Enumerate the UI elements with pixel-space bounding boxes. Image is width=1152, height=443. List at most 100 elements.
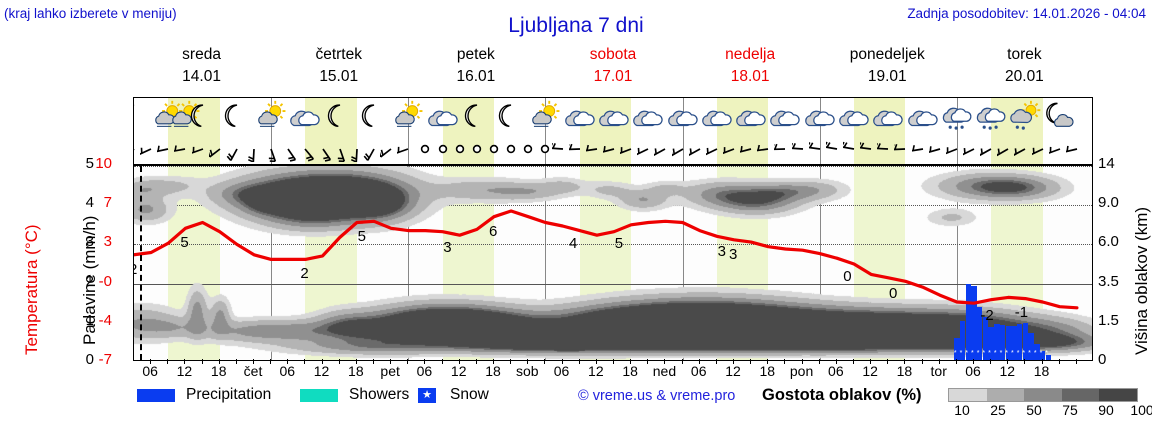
cloud-snow-icon [974, 100, 1008, 134]
hour-tick-label: 06 [690, 363, 707, 379]
colorbar-segment [949, 389, 987, 401]
hour-tick-label: 06 [416, 363, 433, 379]
day-date: 18.01 [730, 68, 770, 86]
precipitation-tick-label: 0 [85, 351, 94, 368]
snow-marker: * [1039, 350, 1043, 357]
snow-marker: * [1011, 350, 1014, 357]
menu-note: (kraj lahko izberete v meniju) [4, 6, 177, 21]
precipitation-bar [971, 285, 977, 360]
day-column-ponedeljek: ponedeljek 19.01 [819, 44, 956, 94]
precipitation-tick-label: 3 [85, 233, 94, 251]
axis-tickmark [715, 359, 717, 364]
day-header-strip: sreda 14.01 četrtek 15.01 petek 16.01 sobota 17… [133, 44, 1093, 94]
temperature-value-label: 3 [717, 243, 726, 261]
axis-tickmark [561, 359, 563, 364]
axis-tickmark [613, 359, 614, 364]
wind-barb-icon [208, 148, 221, 158]
temperature-value-label: -2 [980, 306, 994, 324]
precipitation-bar [965, 283, 971, 360]
wind-barb-icon [551, 142, 563, 150]
colorbar-tick-label: 50 [1026, 402, 1042, 418]
hour-tick-label: 18 [210, 363, 227, 379]
hour-tick-label: 06 [553, 363, 570, 379]
wind-barb-icon [825, 141, 837, 150]
snow-marker: * [1033, 350, 1037, 357]
precipitation-bar [1034, 343, 1040, 360]
hour-tick-label: tor [930, 363, 947, 379]
wind-barb-icon [1048, 146, 1060, 154]
hour-tick-label: čet [243, 363, 263, 379]
axis-tickmark [458, 359, 460, 364]
axis-tickmark [955, 359, 957, 364]
daytime-shading [168, 135, 220, 164]
axis-tickmark [218, 359, 220, 364]
day-name: torek [1007, 46, 1042, 63]
axis-tickmark [1024, 359, 1026, 364]
hour-tick-label: 12 [176, 363, 193, 379]
hour-tick-label: 12 [450, 363, 467, 379]
cloud-snow-icon [940, 100, 974, 134]
axis-tickmark [287, 359, 289, 364]
day-column-petek: petek 16.01 [407, 44, 544, 94]
precipitation-bar [1045, 355, 1051, 360]
temperature-value-label: 3 [443, 238, 452, 256]
wind-calm-icon [541, 144, 550, 154]
axis-tickmark [424, 359, 426, 364]
day-name: sobota [589, 46, 637, 63]
axis-tickmark [647, 359, 649, 364]
precipitation-bar [1039, 351, 1046, 360]
axis-tickmark [818, 359, 820, 364]
axis-tickmark [664, 359, 666, 364]
day-date: 19.01 [867, 68, 907, 86]
hour-tick-label: 18 [896, 363, 913, 379]
axis-tickmark [235, 359, 237, 364]
precipitation-bar [1017, 323, 1023, 360]
snow-marker: * [976, 350, 980, 357]
colorbar-tick-label: 100 [1130, 402, 1152, 418]
wind-barb-icon [791, 142, 803, 150]
temperature-axis-title: Temperatura (°C) [22, 224, 41, 355]
sun-cloud-icon [254, 100, 288, 134]
cloud-icon [837, 100, 871, 134]
wind-barb-icon [568, 143, 580, 151]
precipitation-bar [1005, 325, 1011, 360]
cloud-icon [563, 100, 597, 134]
snow-marker: * [1028, 350, 1031, 357]
wind-barb-icon [174, 145, 186, 152]
wind-barb-icon [860, 142, 872, 150]
day-date: 16.01 [456, 68, 496, 86]
hour-tick-label: 12 [999, 363, 1016, 379]
day-column-četrtek: četrtek 15.01 [270, 44, 407, 94]
current-time-line [139, 166, 142, 360]
axis-tickmark [510, 359, 512, 364]
wind-barb-icon [191, 146, 203, 154]
day-separator [819, 135, 821, 164]
day-separator [682, 135, 684, 164]
axis-tickmark [973, 359, 974, 364]
cloud-icon [597, 100, 631, 134]
moon-icon [460, 100, 494, 134]
moon-icon [494, 100, 528, 134]
wind-barb-icon [140, 147, 152, 155]
wind-calm-icon [455, 144, 464, 154]
sun-cloud-snow-icon [1008, 100, 1042, 134]
wind-barb-icon [740, 146, 752, 153]
wind-barb-icon [671, 148, 683, 157]
day-separator [408, 135, 410, 164]
temperature-value-label: 5 [614, 235, 624, 253]
axis-tickmark [595, 359, 597, 364]
wind-calm-icon [421, 144, 430, 154]
wind-barb-icon [843, 141, 855, 150]
precipitation-bar [959, 320, 966, 360]
cloud-height-tick-label: 14 [1098, 155, 1115, 172]
axis-tickmark [373, 359, 374, 364]
snow-marker: * [982, 350, 986, 357]
hour-tick-label: sob [515, 363, 539, 379]
precipitation-bar [977, 307, 983, 360]
snow-marker: * [959, 350, 963, 357]
snow-marker: * [1016, 350, 1020, 357]
weather-icon-band [133, 97, 1093, 135]
cloud-height-tick-label: 3.5 [1098, 272, 1119, 290]
temperature-tick-label: 10 [95, 155, 112, 172]
temperature-value-label: 4 [569, 235, 578, 253]
